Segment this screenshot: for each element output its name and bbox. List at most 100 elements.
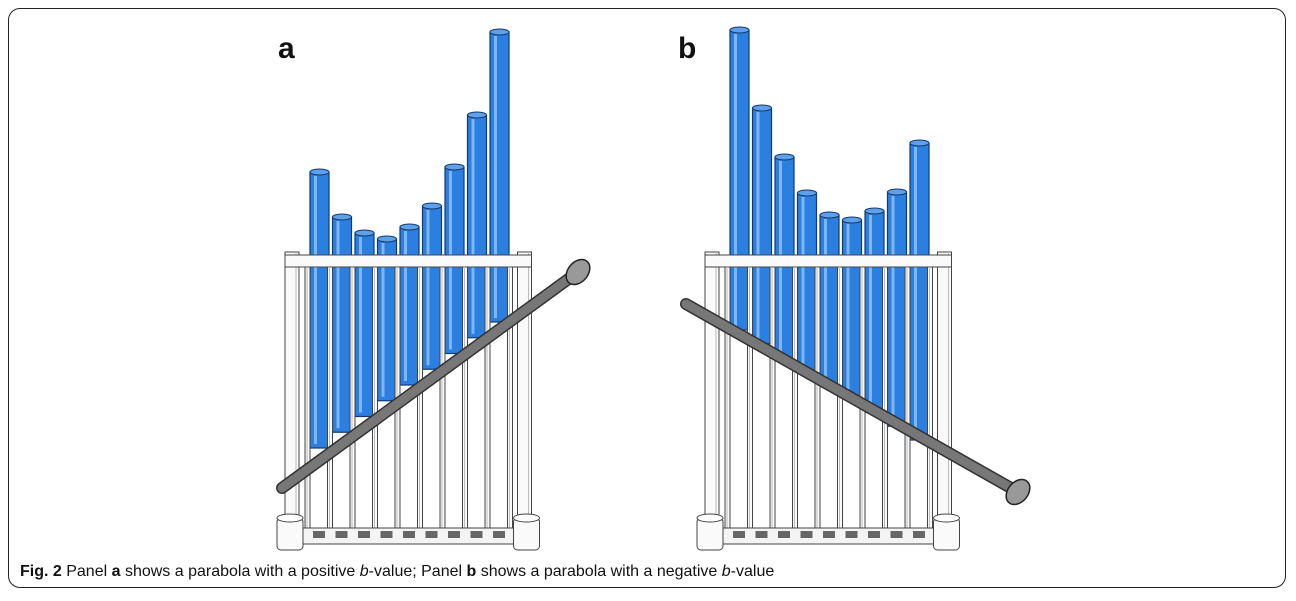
tube-highlight (869, 215, 872, 409)
caption-text: b (359, 563, 369, 580)
tube-highlight (801, 197, 805, 368)
tube (489, 31, 510, 323)
caption-text: -value (730, 563, 775, 580)
tube-highlight (381, 243, 385, 397)
base-slot (845, 531, 858, 538)
caption-label: Fig. 2 (20, 563, 62, 580)
caption-text: shows a parabola with a negative (476, 563, 722, 580)
peg (933, 517, 960, 551)
rod (681, 299, 1023, 497)
tube-highlight (426, 210, 430, 366)
tube (466, 114, 488, 339)
tube (819, 214, 840, 386)
base-slot (913, 531, 925, 538)
tube-top (819, 211, 840, 219)
tube (841, 219, 863, 400)
post (937, 251, 952, 539)
tube-top (489, 28, 510, 36)
tube-top (309, 168, 330, 176)
tube (399, 226, 420, 386)
tube-highlight (494, 36, 497, 318)
tube (729, 29, 750, 331)
tube-top (774, 153, 795, 161)
tube-highlight (756, 112, 760, 340)
tube-highlight (404, 231, 407, 381)
caption-text: shows a parabola with a positive (120, 563, 360, 580)
tube (421, 205, 443, 370)
tube-top (842, 216, 862, 224)
rod (277, 267, 583, 493)
tube-highlight (846, 224, 850, 395)
base-slot (755, 531, 768, 538)
caption: Fig. 2 Panel a shows a parabola with a p… (20, 563, 774, 581)
tube-top (909, 139, 930, 147)
post (284, 251, 300, 539)
crossbar (704, 254, 952, 268)
tube-top (377, 235, 397, 243)
base-slot (470, 531, 483, 538)
base-slot (313, 531, 325, 538)
tube-highlight (359, 237, 362, 413)
base-slot (493, 531, 505, 538)
rod-cap (565, 258, 591, 286)
base-slot (890, 531, 903, 538)
tube-top (332, 213, 352, 221)
tube-top (797, 189, 817, 197)
tube-top (399, 223, 420, 231)
tube-top (354, 229, 375, 237)
tube (331, 216, 353, 433)
tube-top (887, 188, 907, 196)
tube-top (752, 104, 772, 112)
tube (796, 192, 818, 372)
tube-highlight (824, 219, 827, 381)
peg (276, 517, 304, 551)
post (704, 251, 720, 539)
tube (886, 191, 908, 427)
peg-top (933, 513, 960, 523)
peg-top (513, 513, 540, 523)
base-slot (358, 531, 370, 538)
crossbar (284, 254, 532, 268)
tube-highlight (734, 34, 737, 326)
base-slot (823, 531, 835, 538)
base-slot (425, 531, 438, 538)
base-slot (335, 531, 348, 538)
tube-highlight (891, 196, 895, 423)
caption-text: Panel (61, 563, 112, 580)
tube (909, 142, 930, 441)
caption-text: a (111, 563, 121, 580)
base-slot (403, 531, 415, 538)
rod-cap (1005, 478, 1031, 506)
tube-top (444, 163, 465, 171)
tube (309, 171, 330, 449)
caption-text: b (466, 563, 477, 580)
peg (513, 517, 540, 551)
base-slot (733, 531, 745, 538)
tube (864, 210, 885, 414)
panel-label: a (278, 32, 295, 65)
base-slot (868, 531, 880, 538)
peg-top (696, 513, 724, 523)
base-slot (448, 531, 460, 538)
caption-text: b (721, 563, 731, 580)
tube (751, 107, 773, 345)
tube-highlight (314, 176, 317, 444)
peg (696, 517, 724, 551)
base-slot (380, 531, 393, 538)
peg-top (276, 513, 304, 523)
tube-highlight (914, 147, 917, 436)
panel-label: b (678, 32, 696, 65)
post (517, 251, 532, 539)
tube-top (467, 111, 487, 119)
base-slot (800, 531, 813, 538)
caption-text: -value; Panel (368, 563, 467, 580)
tube-highlight (471, 119, 475, 334)
tube-top (729, 26, 750, 34)
tube-highlight (336, 221, 340, 429)
tube-top (864, 207, 885, 215)
base-slot (778, 531, 790, 538)
illustration: a b (276, 26, 1031, 551)
figure-frame (8, 8, 1286, 588)
tube-top (422, 202, 442, 210)
